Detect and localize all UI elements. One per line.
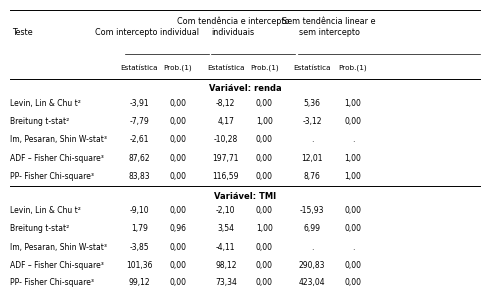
Text: -3,85: -3,85 [129,242,149,251]
Text: Sem tendência linear e
sem intercepto: Sem tendência linear e sem intercepto [282,17,376,37]
Text: .: . [311,242,314,251]
Text: 87,62: 87,62 [128,154,150,163]
Text: 423,04: 423,04 [299,278,325,287]
Text: 4,17: 4,17 [218,117,234,126]
Text: 0,00: 0,00 [256,261,273,270]
Text: -9,10: -9,10 [129,206,149,215]
Text: 0,00: 0,00 [344,224,362,233]
Text: 1,00: 1,00 [344,154,362,163]
Text: 0,00: 0,00 [169,117,186,126]
Text: 0,00: 0,00 [344,278,362,287]
Text: Im, Pesaran, Shin W-stat³: Im, Pesaran, Shin W-stat³ [10,242,107,251]
Text: 83,83: 83,83 [128,172,150,181]
Text: Estatística: Estatística [121,65,158,71]
Text: Com intercepto individual: Com intercepto individual [95,28,198,37]
Text: 0,00: 0,00 [256,135,273,144]
Text: 12,01: 12,01 [301,154,323,163]
Text: .: . [311,135,314,144]
Text: -3,12: -3,12 [302,117,322,126]
Text: Teste: Teste [12,28,33,37]
Text: Com tendência e intercepto
individuais: Com tendência e intercepto individuais [177,17,289,37]
Text: 3,54: 3,54 [217,224,234,233]
Text: .: . [352,135,354,144]
Text: Levin, Lin & Chu t²: Levin, Lin & Chu t² [10,98,80,108]
Text: ADF – Fisher Chi-square³: ADF – Fisher Chi-square³ [10,261,103,270]
Text: Breitung t-stat²: Breitung t-stat² [10,117,69,126]
Text: 0,00: 0,00 [344,206,362,215]
Text: 0,00: 0,00 [256,98,273,108]
Text: -8,12: -8,12 [216,98,236,108]
Text: 0,00: 0,00 [169,206,186,215]
Text: 6,99: 6,99 [304,224,321,233]
Text: 1,00: 1,00 [256,224,272,233]
Text: 0,00: 0,00 [169,242,186,251]
Text: -15,93: -15,93 [300,206,324,215]
Text: 73,34: 73,34 [215,278,237,287]
Text: 0,00: 0,00 [344,261,362,270]
Text: -10,28: -10,28 [214,135,238,144]
Text: 0,00: 0,00 [169,261,186,270]
Text: 0,00: 0,00 [256,154,273,163]
Text: Breitung t-stat²: Breitung t-stat² [10,224,69,233]
Text: 99,12: 99,12 [128,278,150,287]
Text: -2,10: -2,10 [216,206,236,215]
Text: Variável: TMI: Variável: TMI [214,192,276,201]
Text: -2,61: -2,61 [130,135,149,144]
Text: 1,00: 1,00 [344,172,362,181]
Text: 1,79: 1,79 [131,224,148,233]
Text: Estatística: Estatística [294,65,331,71]
Text: 0,00: 0,00 [344,117,362,126]
Text: 5,36: 5,36 [304,98,321,108]
Text: 290,83: 290,83 [299,261,325,270]
Text: 0,00: 0,00 [256,242,273,251]
Text: Estatística: Estatística [207,65,245,71]
Text: 197,71: 197,71 [213,154,239,163]
Text: ADF – Fisher Chi-square³: ADF – Fisher Chi-square³ [10,154,103,163]
Text: 1,00: 1,00 [256,117,272,126]
Text: 0,96: 0,96 [169,224,186,233]
Text: 0,00: 0,00 [256,206,273,215]
Text: 1,00: 1,00 [344,98,362,108]
Text: 0,00: 0,00 [169,135,186,144]
Text: Variável: renda: Variável: renda [209,84,281,94]
Text: Prob.(1): Prob.(1) [164,65,192,71]
Text: 98,12: 98,12 [215,261,237,270]
Text: Prob.(1): Prob.(1) [250,65,278,71]
Text: -7,79: -7,79 [129,117,149,126]
Text: 0,00: 0,00 [169,278,186,287]
Text: 8,76: 8,76 [304,172,320,181]
Text: Im, Pesaran, Shin W-stat³: Im, Pesaran, Shin W-stat³ [10,135,107,144]
Text: 0,00: 0,00 [169,172,186,181]
Text: PP- Fisher Chi-square³: PP- Fisher Chi-square³ [10,172,94,181]
Text: 101,36: 101,36 [126,261,152,270]
Text: 0,00: 0,00 [256,278,273,287]
Text: 0,00: 0,00 [256,172,273,181]
Text: 0,00: 0,00 [169,98,186,108]
Text: -3,91: -3,91 [129,98,149,108]
Text: 116,59: 116,59 [213,172,239,181]
Text: Prob.(1): Prob.(1) [339,65,368,71]
Text: 0,00: 0,00 [169,154,186,163]
Text: -4,11: -4,11 [216,242,236,251]
Text: Levin, Lin & Chu t²: Levin, Lin & Chu t² [10,206,80,215]
Text: .: . [352,242,354,251]
Text: PP- Fisher Chi-square³: PP- Fisher Chi-square³ [10,278,94,287]
